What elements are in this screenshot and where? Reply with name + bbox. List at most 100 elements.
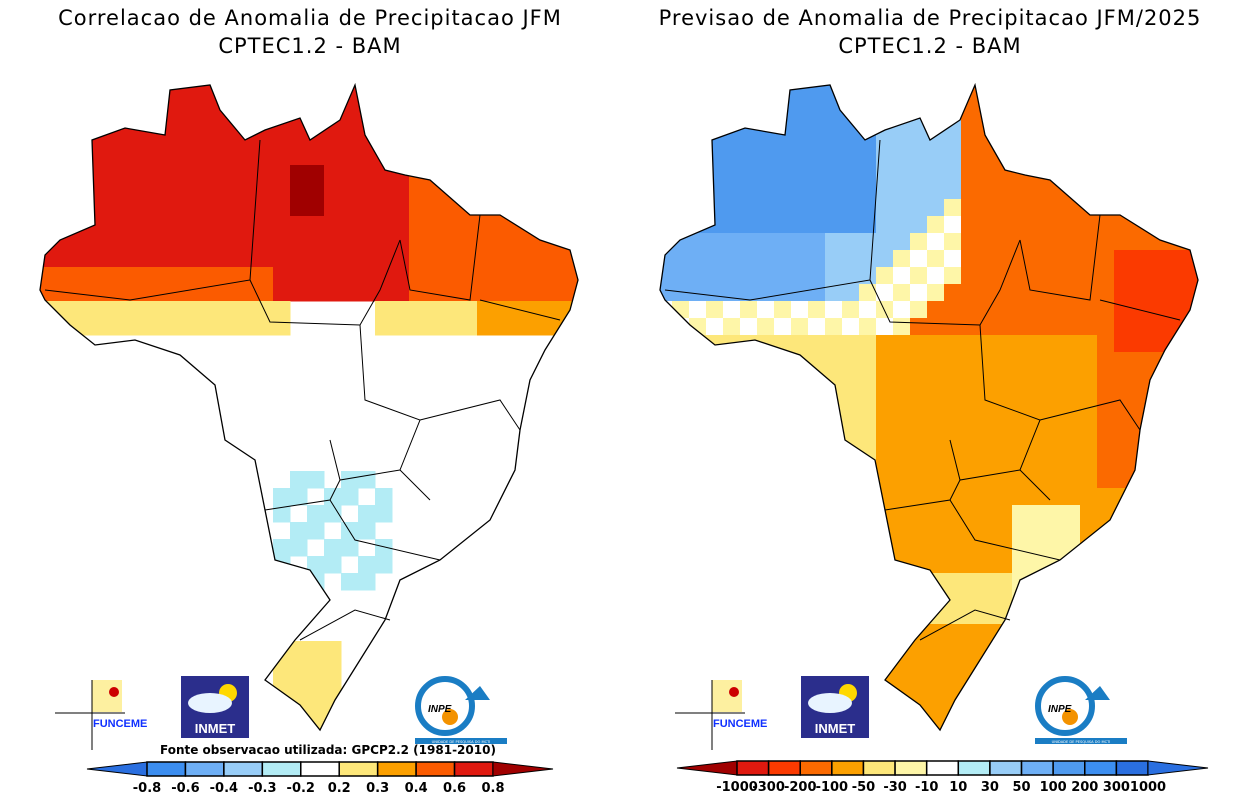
grid-cell xyxy=(1063,607,1081,625)
grid-cell xyxy=(1080,454,1098,472)
colorbar-tick-label: 50 xyxy=(1012,780,1030,795)
grid-cell xyxy=(290,522,308,540)
grid-cell xyxy=(1114,658,1132,676)
grid-cell xyxy=(1131,539,1149,557)
grid-cell xyxy=(757,352,775,370)
grid-cell xyxy=(689,522,707,540)
grid-cell xyxy=(1029,352,1047,370)
grid-cell xyxy=(188,284,206,302)
grid-cell xyxy=(341,131,359,149)
grid-cell xyxy=(1148,131,1166,149)
grid-cell xyxy=(791,607,809,625)
grid-cell xyxy=(859,131,877,149)
grid-cell xyxy=(978,675,996,693)
grid-cell xyxy=(944,335,962,353)
grid-cell xyxy=(791,539,809,557)
grid-cell xyxy=(1046,267,1064,285)
grid-cell xyxy=(358,471,376,489)
grid-cell xyxy=(825,454,843,472)
grid-cell xyxy=(706,148,724,166)
grid-cell xyxy=(1097,556,1115,574)
grid-cell xyxy=(740,284,758,302)
grid-cell xyxy=(409,165,427,183)
grid-cell xyxy=(1165,403,1183,421)
grid-cell xyxy=(672,454,690,472)
grid-cell xyxy=(1148,335,1166,353)
grid-cell xyxy=(689,199,707,217)
grid-cell xyxy=(1063,556,1081,574)
grid-cell xyxy=(69,233,87,251)
grid-cell xyxy=(256,165,274,183)
grid-cell xyxy=(1012,369,1030,387)
grid-cell xyxy=(893,590,911,608)
grid-cell xyxy=(660,335,673,353)
grid-cell xyxy=(876,726,894,730)
grid-cell xyxy=(893,726,911,730)
grid-cell xyxy=(1148,488,1166,506)
grid-cell xyxy=(137,131,155,149)
grid-cell xyxy=(808,471,826,489)
grid-cell xyxy=(358,284,376,302)
grid-cell xyxy=(324,488,342,506)
grid-cell xyxy=(579,216,597,234)
grid-cell xyxy=(222,216,240,234)
grid-cell xyxy=(324,726,342,730)
grid-cell xyxy=(1148,386,1166,404)
grid-cell xyxy=(307,85,325,98)
grid-cell xyxy=(825,148,843,166)
grid-cell xyxy=(239,199,257,217)
grid-cell xyxy=(86,284,104,302)
grid-cell xyxy=(723,352,741,370)
grid-cell xyxy=(1114,624,1132,642)
grid-cell xyxy=(375,556,393,574)
grid-cell xyxy=(443,148,461,166)
grid-cell xyxy=(660,85,673,98)
grid-cell xyxy=(1029,165,1047,183)
grid-cell xyxy=(154,182,172,200)
grid-cell xyxy=(859,641,877,659)
grid-cell xyxy=(893,692,911,710)
grid-cell xyxy=(222,131,240,149)
grid-cell xyxy=(757,556,775,574)
grid-cell xyxy=(910,85,928,98)
grid-cell xyxy=(706,114,724,132)
grid-cell xyxy=(528,233,546,251)
grid-cell xyxy=(995,233,1013,251)
grid-cell xyxy=(1063,114,1081,132)
grid-cell xyxy=(689,97,707,115)
grid-cell xyxy=(1012,726,1030,730)
grid-cell xyxy=(808,454,826,472)
grid-cell xyxy=(1046,403,1064,421)
grid-cell xyxy=(825,182,843,200)
grid-cell xyxy=(723,267,741,285)
grid-cell xyxy=(528,97,546,115)
grid-cell xyxy=(511,284,529,302)
grid-cell xyxy=(842,471,860,489)
grid-cell xyxy=(961,471,979,489)
grid-cell xyxy=(1165,182,1183,200)
grid-cell xyxy=(757,216,775,234)
grid-cell xyxy=(307,641,325,659)
grid-cell xyxy=(978,692,996,710)
grid-cell xyxy=(205,131,223,149)
grid-cell xyxy=(86,250,104,268)
grid-cell xyxy=(324,199,342,217)
grid-cell xyxy=(1080,148,1098,166)
grid-cell xyxy=(961,267,979,285)
colorbar-tick-label: -1000 xyxy=(716,780,758,795)
grid-cell xyxy=(256,114,274,132)
grid-cell xyxy=(927,284,945,302)
grid-cell xyxy=(1012,505,1030,523)
grid-cell xyxy=(927,97,945,115)
grid-cell xyxy=(1046,488,1064,506)
grid-cell xyxy=(1148,114,1166,132)
grid-cell xyxy=(1063,454,1081,472)
grid-cell xyxy=(740,675,758,693)
grid-cell xyxy=(188,199,206,217)
grid-cell xyxy=(528,199,546,217)
grid-cell xyxy=(171,233,189,251)
grid-cell xyxy=(562,301,578,319)
grid-cell xyxy=(876,233,894,251)
grid-cell xyxy=(1080,233,1098,251)
grid-cell xyxy=(961,301,979,319)
